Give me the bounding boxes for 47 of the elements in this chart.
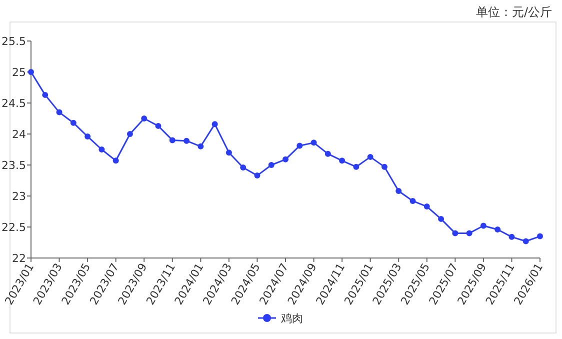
y-tick-label: 24.5 — [2, 97, 26, 110]
point — [424, 204, 430, 210]
y-tick-label: 23.5 — [2, 159, 26, 172]
y-tick-label: 23 — [12, 190, 26, 203]
point — [169, 137, 176, 144]
point — [396, 188, 402, 194]
point — [112, 158, 119, 164]
point — [480, 222, 486, 229]
text: 单位：元/公斤 — [476, 5, 552, 19]
point — [339, 158, 346, 164]
point — [508, 234, 515, 240]
point — [353, 164, 360, 170]
point — [310, 140, 317, 146]
y-tick-label: 22.5 — [2, 221, 26, 234]
legend-label: 鸡肉 — [280, 312, 303, 325]
point — [212, 121, 218, 128]
point — [254, 172, 260, 179]
point — [522, 238, 529, 244]
point — [28, 69, 34, 75]
point — [198, 143, 204, 150]
y-tick-label: 25.5 — [2, 35, 26, 48]
point — [367, 154, 374, 160]
y-tick-label: 22 — [12, 252, 26, 265]
point — [84, 133, 91, 140]
point — [42, 92, 48, 98]
point — [466, 230, 472, 236]
point — [56, 109, 62, 116]
point — [537, 233, 543, 240]
y-tick-label: 24 — [12, 128, 26, 141]
point — [184, 138, 190, 144]
point — [452, 230, 458, 236]
point — [98, 146, 105, 152]
point — [381, 164, 388, 170]
point — [282, 156, 288, 162]
point — [494, 226, 501, 232]
point — [296, 142, 303, 149]
point — [240, 164, 246, 170]
point — [226, 150, 232, 156]
point — [410, 198, 416, 204]
point — [126, 131, 133, 137]
point — [268, 162, 274, 168]
point — [141, 116, 148, 122]
point — [438, 216, 444, 222]
point — [324, 150, 331, 157]
point — [155, 122, 162, 129]
y-tick-label: 25 — [12, 66, 26, 79]
point — [70, 120, 76, 126]
